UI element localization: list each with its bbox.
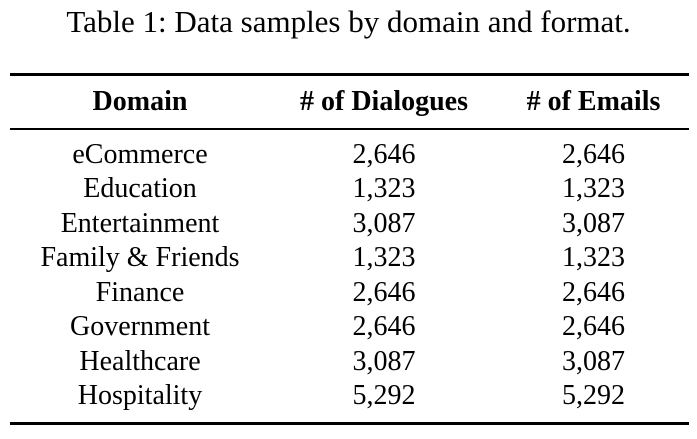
table-row: eCommerce 2,646 2,646	[10, 138, 689, 172]
cell-emails: 5,292	[562, 380, 625, 411]
header-emails: # of Emails	[526, 86, 661, 117]
cell-dialogues: 5,292	[352, 380, 416, 411]
bottom-rule	[10, 422, 689, 425]
table-row: Government 2,646 2,646	[10, 310, 689, 344]
cell-domain: Entertainment	[60, 208, 220, 239]
cell-emails: 1,323	[562, 242, 625, 273]
table-row: Family & Friends 1,323 1,323	[10, 241, 689, 275]
cell-dialogues: 1,323	[352, 173, 416, 204]
cell-dialogues: 3,087	[352, 208, 416, 239]
cell-emails: 3,087	[562, 346, 625, 377]
table-row: Entertainment 3,087 3,087	[10, 207, 689, 241]
cell-domain: Government	[70, 311, 210, 342]
cell-domain: eCommerce	[72, 139, 208, 170]
header-rule	[10, 128, 689, 130]
table-row: Finance 2,646 2,646	[10, 276, 689, 310]
cell-emails: 2,646	[562, 311, 625, 342]
header-dialogues: # of Dialogues	[300, 86, 468, 117]
header-domain: Domain	[92, 86, 188, 117]
cell-dialogues: 2,646	[352, 311, 416, 342]
cell-emails: 1,323	[562, 173, 625, 204]
header-row: Domain # of Dialogues # of Emails	[10, 85, 689, 119]
cell-domain: Healthcare	[79, 346, 201, 377]
cell-domain: Finance	[95, 277, 185, 308]
table-row: Education 1,323 1,323	[10, 172, 689, 206]
cell-domain: Family & Friends	[40, 242, 240, 273]
cell-dialogues: 3,087	[352, 346, 416, 377]
table-caption: Table 1: Data samples by domain and form…	[66, 4, 631, 39]
table-row: Hospitality 5,292 5,292	[10, 379, 689, 413]
cell-dialogues: 1,323	[352, 242, 416, 273]
cell-domain: Education	[83, 173, 197, 204]
top-rule	[10, 73, 689, 76]
cell-dialogues: 2,646	[352, 139, 416, 170]
cell-dialogues: 2,646	[352, 277, 416, 308]
cell-emails: 3,087	[562, 208, 625, 239]
cell-emails: 2,646	[562, 277, 625, 308]
table-row: Healthcare 3,087 3,087	[10, 345, 689, 379]
cell-emails: 2,646	[562, 139, 625, 170]
cell-domain: Hospitality	[77, 380, 203, 411]
